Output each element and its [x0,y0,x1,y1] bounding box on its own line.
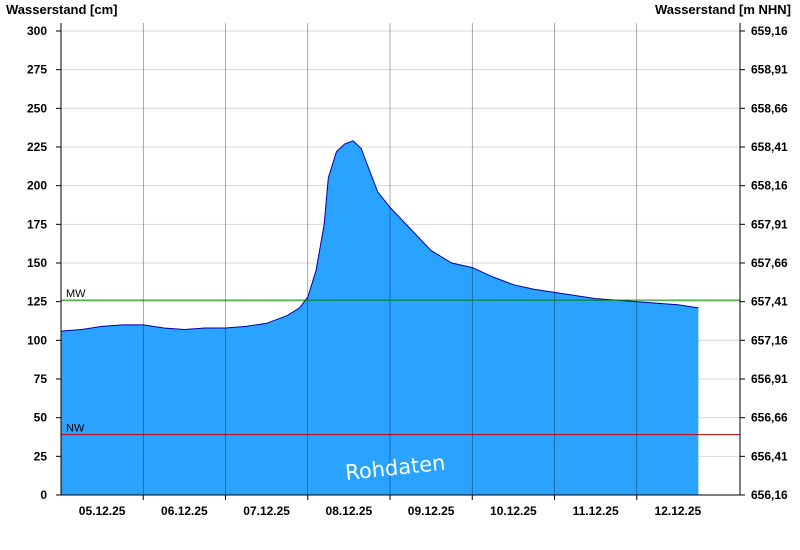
left-tick-label-8: 200 [27,179,47,193]
right-tick-label-7: 657,91 [751,217,788,231]
right-tick-label-0: 656,16 [751,488,788,502]
left-tick-label-7: 175 [27,217,47,231]
right-axis-title: Wasserstand [m NHN] [655,2,791,17]
right-tick-label-1: 656,41 [751,449,788,463]
right-tick-label-9: 658,41 [751,140,788,154]
left-tick-label-3: 75 [34,372,48,386]
right-tick-label-2: 656,66 [751,411,788,425]
left-tick-label-2: 50 [34,411,48,425]
left-tick-label-4: 100 [27,333,47,347]
x-tick-label-7: 12.12.25 [655,504,702,518]
right-tick-label-3: 656,91 [751,372,788,386]
x-tick-label-6: 11.12.25 [573,504,619,518]
right-tick-labels: 656,16 656,41 656,66 656,91 657,16 657,41 657,… [740,24,788,502]
x-tick-label-5: 10.12.25 [490,504,537,518]
right-tick-label-8: 658,16 [751,179,788,193]
x-tick-label-3: 08.12.25 [326,504,373,518]
x-tick-labels: 05.12.25 06.12.25 07.12.25 08.12.25 09.12.25… [79,495,702,518]
left-tick-label-5: 125 [27,295,47,309]
right-tick-label-11: 658,91 [751,63,788,77]
left-axis-title: Wasserstand [cm] [6,2,118,17]
x-tick-label-0: 05.12.25 [79,504,126,518]
x-tick-label-4: 09.12.25 [408,504,455,518]
right-tick-label-6: 657,66 [751,256,788,270]
left-tick-label-12: 300 [27,24,47,38]
water-level-area [61,140,699,496]
day-separators [142,23,638,495]
left-tick-label-9: 225 [27,140,47,154]
ref-label-nw: NW [66,423,85,435]
right-tick-label-12: 659,16 [751,24,788,38]
left-tick-label-10: 250 [27,101,47,115]
x-tick-label-2: 07.12.25 [243,504,290,518]
left-tick-label-11: 275 [27,63,47,77]
left-tick-label-1: 25 [34,449,48,463]
right-tick-label-4: 657,16 [751,333,788,347]
ref-label-mw: MW [66,288,86,300]
left-tick-label-6: 150 [27,256,47,270]
water-level-line [60,140,699,332]
right-tick-label-5: 657,41 [751,295,788,309]
left-tick-labels: 0 25 50 75 100 125 150 175 200 225 250 275 300 [27,24,61,502]
left-tick-label-0: 0 [40,488,47,502]
axes [60,23,741,496]
x-tick-label-1: 06.12.25 [161,504,208,518]
reference-lines: MW NW [61,288,740,436]
right-tick-label-10: 658,66 [751,101,788,115]
